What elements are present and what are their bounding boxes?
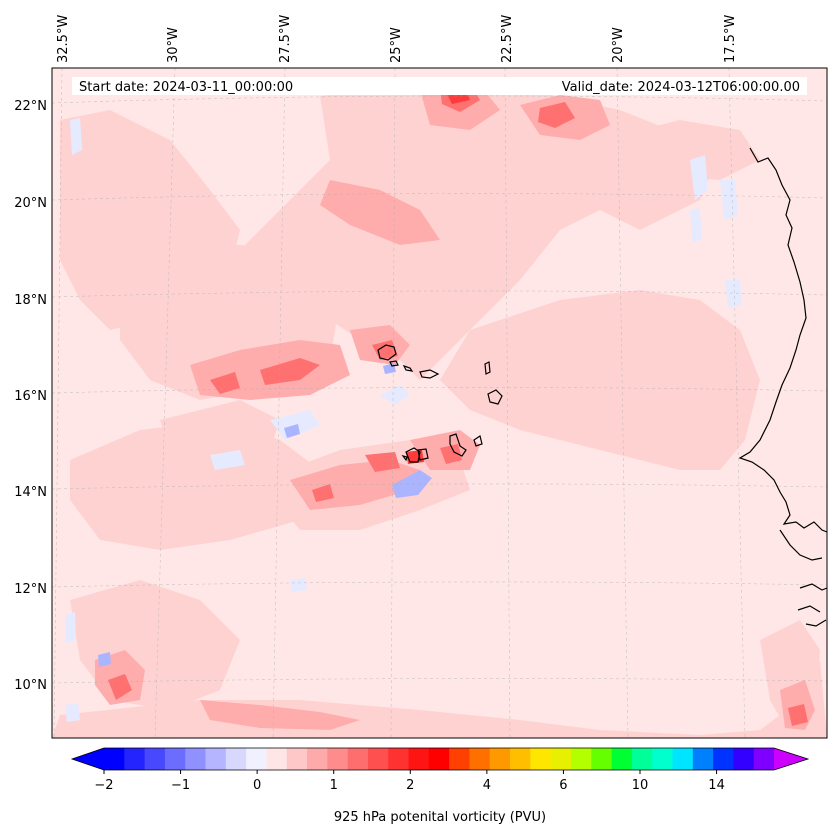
- colorbar-cell: [246, 748, 267, 770]
- colorbar-cell: [713, 748, 734, 770]
- info-banner: [72, 77, 807, 95]
- map-panel: Start date: 2024-03-11_00:00:00 Valid_da…: [51, 67, 828, 739]
- lat-tick: 22°N: [14, 99, 47, 114]
- colorbar-cell: [510, 748, 531, 770]
- colorbar-cell: [144, 748, 166, 770]
- lat-tick: 14°N: [14, 485, 47, 500]
- colorbar: −2 −1 0 1 2 4 6 10 14 925 hPa potenital vorticit…: [70, 747, 810, 825]
- colorbar-cell: [408, 748, 430, 770]
- lon-tick: 20°W: [611, 27, 626, 63]
- colorbar-tick-label: 1: [330, 778, 338, 793]
- colorbar-cell: [489, 748, 511, 770]
- map-frame: [51, 67, 828, 739]
- colorbar-cell: [449, 748, 470, 770]
- lon-tick: 32.5°W: [56, 15, 71, 63]
- colorbar-cell: [591, 748, 613, 770]
- africa-coastline: [738, 147, 828, 627]
- colorbar-cell: [164, 748, 186, 770]
- colorbar-cell: [469, 748, 491, 770]
- colorbar-tick-label: 6: [559, 778, 567, 793]
- colorbar-cell: [347, 748, 369, 770]
- colorbar-tick-label: 0: [253, 778, 261, 793]
- colorbar-under-arrow: [72, 748, 104, 770]
- colorbar-tick-label: −2: [94, 778, 113, 793]
- lon-tick: 27.5°W: [278, 15, 293, 63]
- gridlines: [51, 67, 828, 739]
- colorbar-cell: [753, 748, 775, 770]
- colorbar-cell: [307, 748, 328, 770]
- colorbar-cell: [652, 748, 673, 770]
- lat-tick: 16°N: [14, 389, 47, 404]
- lat-tick: 10°N: [14, 678, 47, 693]
- lat-tick: 18°N: [14, 293, 47, 308]
- colorbar-cell: [286, 748, 308, 770]
- lon-tick: 22.5°W: [500, 15, 515, 63]
- colorbar-cell: [104, 748, 125, 770]
- colorbar-tick-label: 2: [406, 778, 414, 793]
- latitude-ticks: 22°N 20°N 18°N 16°N 14°N 12°N 10°N: [14, 99, 47, 693]
- valid-date-label: Valid_date: 2024-03-12T06:00:00.00: [562, 80, 800, 95]
- lon-tick: 25°W: [389, 27, 404, 63]
- colorbar-cell: [327, 748, 349, 770]
- colorbar-cell: [225, 748, 247, 770]
- colorbar-cell: [205, 748, 227, 770]
- colorbar-cell: [570, 748, 592, 770]
- longitude-ticks: 32.5°W 30°W 27.5°W 25°W 22.5°W 20°W 17.5…: [56, 15, 738, 63]
- cape-verde-islands: [377, 344, 503, 463]
- lon-tick: 17.5°W: [723, 15, 738, 63]
- colorbar-cell: [631, 748, 653, 770]
- start-date-label: Start date: 2024-03-11_00:00:00: [79, 80, 293, 95]
- colorbar-cell: [185, 748, 207, 770]
- colorbar-cell: [124, 748, 146, 770]
- colorbar-cell: [672, 748, 694, 770]
- colorbar-cell: [266, 748, 288, 770]
- colorbar-cell: [428, 748, 450, 770]
- colorbar-ticks: −2 −1 0 1 2 4 6 10 14: [94, 770, 725, 793]
- lon-tick: 30°W: [166, 27, 181, 63]
- colorbar-tick-label: 4: [483, 778, 491, 793]
- colorbar-cells: [104, 748, 775, 770]
- lat-tick: 12°N: [14, 582, 47, 597]
- colorbar-cell: [733, 748, 755, 770]
- colorbar-tick-label: 10: [632, 778, 649, 793]
- colorbar-cell: [530, 748, 552, 770]
- colorbar-tick-label: −1: [171, 778, 190, 793]
- colorbar-cell: [367, 748, 389, 770]
- lat-tick: 20°N: [14, 196, 47, 211]
- colorbar-cell: [550, 748, 572, 770]
- colorbar-cell: [692, 748, 714, 770]
- colorbar-tick-label: 14: [708, 778, 725, 793]
- colorbar-over-arrow: [774, 748, 808, 770]
- pv-strong-positive-field: [108, 84, 808, 726]
- colorbar-cell: [388, 748, 410, 770]
- colorbar-cell: [611, 748, 633, 770]
- colorbar-label: 925 hPa potenital vorticity (PVU): [334, 810, 546, 825]
